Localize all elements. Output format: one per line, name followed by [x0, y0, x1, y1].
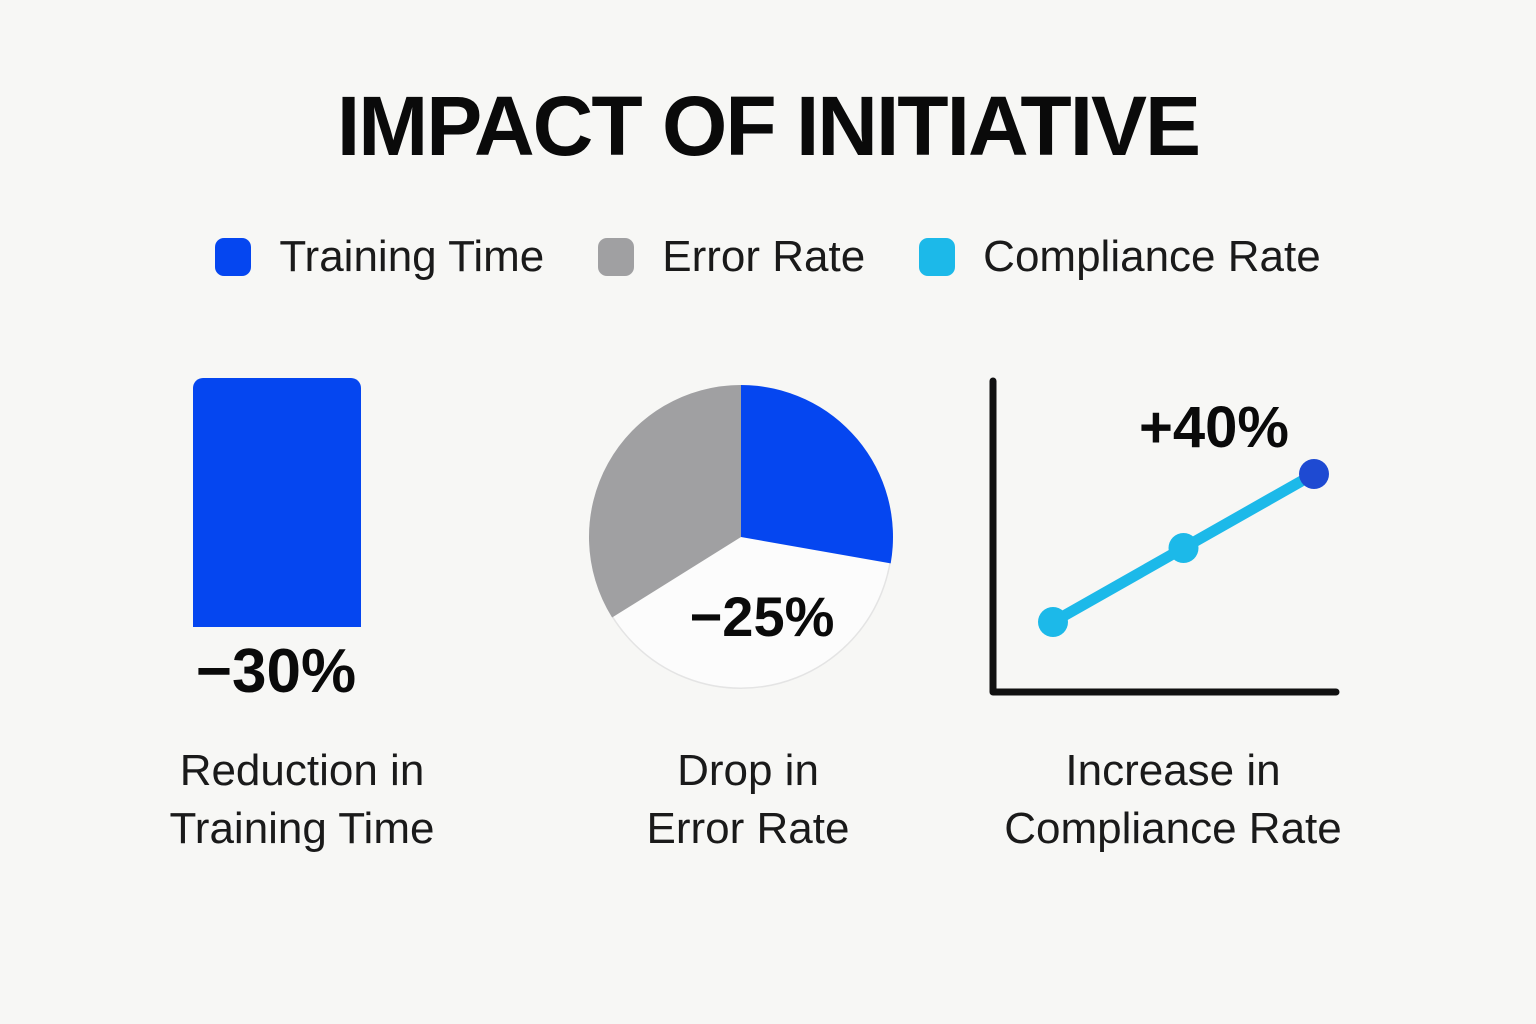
- legend-label: Compliance Rate: [983, 232, 1321, 281]
- caption-line: Increase in: [1065, 746, 1281, 795]
- pie-error-rate: [589, 385, 893, 689]
- caption-compliance-rate: Increase in Compliance Rate: [923, 742, 1423, 858]
- legend-swatch-error-rate: [598, 238, 635, 276]
- caption-line: Training Time: [169, 804, 435, 853]
- pie-value-label: −25%: [689, 585, 835, 648]
- legend-swatch-training-time: [215, 238, 252, 276]
- caption-line: Reduction in: [179, 746, 425, 795]
- bar-value-label: −30%: [195, 637, 357, 706]
- line-value-label: +40%: [1139, 395, 1289, 460]
- caption-line: Drop in: [677, 746, 819, 795]
- caption-line: Compliance Rate: [1004, 804, 1342, 853]
- page-title: IMPACT OF INITIATIVE: [336, 79, 1201, 173]
- legend-label: Error Rate: [662, 232, 866, 281]
- legend-item-training-time: Training Time: [215, 232, 544, 282]
- line-compliance-rate: [989, 377, 1340, 696]
- legend-item-compliance-rate: Compliance Rate: [919, 232, 1321, 282]
- legend-swatch-compliance-rate: [919, 238, 956, 276]
- caption-line: Error Rate: [646, 804, 850, 853]
- bar-training-time: [193, 378, 361, 627]
- legend-label: Training Time: [279, 232, 545, 281]
- legend: Training Time Error Rate Compliance Rate: [0, 232, 1536, 282]
- caption-training-time: Reduction in Training Time: [52, 742, 552, 858]
- caption-error-rate: Drop in Error Rate: [498, 742, 998, 858]
- legend-item-error-rate: Error Rate: [598, 232, 865, 282]
